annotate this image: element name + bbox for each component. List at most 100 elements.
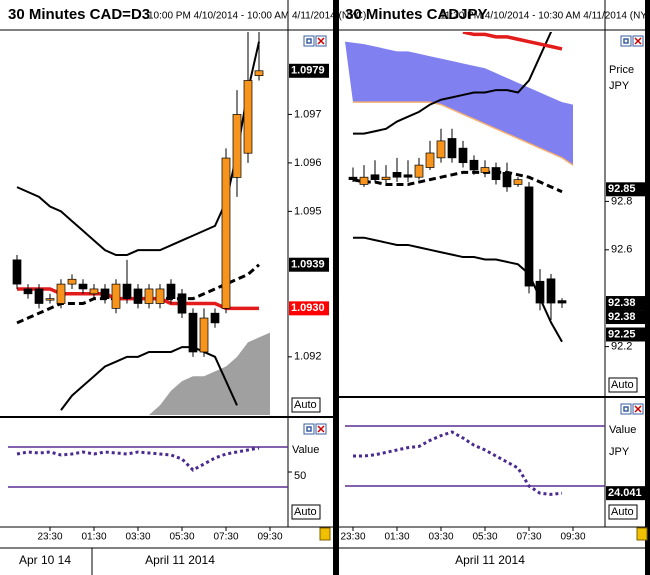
candle-body	[232, 114, 242, 178]
candle-body	[133, 288, 143, 304]
candle-body	[524, 186, 534, 287]
chart-title: 30 Minutes CAD=D3	[8, 6, 150, 23]
price-box	[606, 486, 646, 501]
indicator-label: Value	[292, 444, 319, 456]
candle-body	[436, 140, 446, 159]
candle-body	[254, 70, 264, 76]
candle-body	[381, 176, 391, 180]
candle-body	[34, 288, 44, 304]
auto-button[interactable]	[608, 504, 638, 520]
x-tick-label: 07:30	[213, 532, 238, 543]
candle-body	[188, 312, 198, 353]
price-box-label: 92.38	[608, 297, 636, 309]
price-box-label: 1.0930	[291, 302, 325, 314]
candle-body	[23, 288, 33, 295]
chart-subtitle: 10:00 PM 4/10/2014 - 10:00 AM 4/11/2014 …	[148, 11, 366, 22]
auto-label: Auto	[294, 399, 317, 411]
candle-body	[78, 283, 88, 290]
price-box	[606, 296, 646, 311]
candle-body	[100, 288, 110, 299]
x-tick-label: 23:30	[37, 532, 62, 543]
price-box-label: 24.041	[608, 487, 642, 499]
auto-button[interactable]	[291, 397, 321, 413]
plot-area	[12, 32, 270, 415]
window-button	[620, 403, 632, 415]
overlay-line	[60, 346, 238, 411]
window-icon	[623, 406, 629, 412]
window-button	[303, 35, 315, 47]
candle-body	[155, 288, 165, 304]
area	[345, 41, 573, 166]
oscillator-line	[353, 430, 563, 496]
candle-body	[414, 164, 424, 178]
candle-body	[458, 147, 468, 164]
candle-body	[122, 283, 132, 299]
x-tick-label: 23:30	[340, 532, 365, 543]
y-tick-label: 1.097	[294, 108, 322, 120]
candle-body	[243, 80, 253, 154]
window-icon	[317, 37, 325, 45]
corner-icon	[319, 527, 331, 541]
x-tick-label: 09:30	[560, 532, 585, 543]
candle-body	[221, 157, 231, 309]
candle-body	[359, 176, 369, 185]
indicator-label: Value	[609, 424, 636, 436]
auto-button[interactable]	[608, 377, 638, 393]
auto-button[interactable]	[291, 504, 321, 520]
window-icon	[634, 37, 642, 45]
overlay-line	[352, 170, 563, 194]
candle-body	[166, 283, 176, 299]
candle-body	[210, 312, 220, 324]
overlay-line	[462, 32, 563, 51]
date-label: April 11 2014	[455, 553, 525, 567]
price-box	[289, 301, 329, 316]
candle-body	[403, 174, 413, 178]
x-tick-label: 05:30	[169, 532, 194, 543]
candle-body	[513, 179, 523, 185]
candle-body	[447, 138, 457, 159]
candle-body	[348, 176, 358, 180]
candle-body	[111, 283, 121, 309]
candle-body	[502, 172, 512, 188]
date-label: April 11 2014	[145, 553, 215, 567]
candle-body	[480, 167, 490, 173]
y-axis-label: JPY	[609, 80, 630, 92]
x-tick-label: 05:30	[472, 532, 497, 543]
price-box	[606, 182, 646, 197]
chart-subtitle: 11:30 PM 4/10/2014 - 10:30 AM 4/11/2014 …	[440, 11, 650, 22]
auto-label: Auto	[611, 379, 634, 391]
auto-label: Auto	[611, 506, 634, 518]
candle-body	[144, 288, 154, 304]
y-tick-label: 50	[294, 470, 306, 482]
price-box	[606, 310, 646, 325]
candle-body	[56, 283, 66, 304]
window-icon	[306, 426, 312, 432]
price-box	[606, 327, 646, 342]
auto-label: Auto	[294, 506, 317, 518]
panel-divider	[645, 0, 650, 575]
candle-body	[370, 174, 380, 180]
price-box-label: 1.0979	[291, 65, 325, 77]
overlay-line	[16, 41, 260, 257]
x-tick-label: 01:30	[384, 532, 409, 543]
price-box-label: 92.25	[608, 328, 636, 340]
panel-divider	[333, 0, 339, 575]
y-tick-label: 1.092	[294, 351, 322, 363]
candle-body	[557, 300, 567, 304]
candle-body	[67, 278, 77, 285]
candle-body	[45, 298, 55, 301]
y-tick-label: 92.6	[611, 244, 632, 256]
indicator-label: JPY	[609, 446, 630, 458]
window-icon	[317, 425, 325, 433]
corner-icon	[636, 527, 648, 541]
area	[149, 332, 270, 415]
candle-body	[546, 278, 556, 304]
y-axis-label: Price	[609, 64, 634, 76]
price-box-label: 92.38	[608, 311, 636, 323]
area-edge	[353, 101, 574, 166]
date-label: Apr 10 14	[19, 553, 71, 567]
y-tick-label: 1.095	[294, 205, 322, 217]
y-tick-label: 92.8	[611, 195, 632, 207]
candle-body	[535, 280, 545, 304]
plot-area	[345, 32, 574, 343]
